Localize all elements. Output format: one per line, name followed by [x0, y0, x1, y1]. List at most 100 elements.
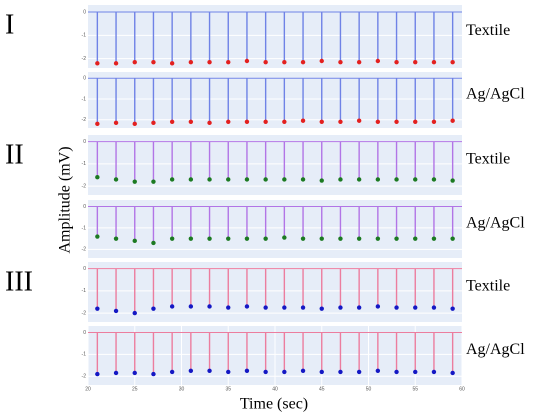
peak-marker [431, 236, 437, 241]
peak-marker [282, 369, 287, 375]
peak-marker [207, 304, 212, 309]
x-tick-label: 50 [366, 386, 372, 392]
peak-marker [375, 58, 381, 64]
peak-marker [375, 177, 381, 182]
peak-marker [413, 305, 418, 310]
peak-marker [244, 119, 250, 124]
panel-background [88, 72, 462, 128]
peak-marker [413, 59, 418, 65]
peak-marker [413, 369, 418, 375]
peak-marker [95, 371, 100, 377]
lead-label: III [5, 266, 33, 297]
x-tick-label: 25 [132, 386, 138, 392]
peak-marker [356, 59, 362, 65]
peak-marker [282, 305, 287, 310]
x-tick-label: 35 [225, 386, 231, 392]
peak-marker [300, 305, 306, 310]
peak-marker [356, 177, 362, 182]
peak-marker [151, 371, 156, 377]
peak-marker [169, 304, 175, 309]
peak-marker [338, 369, 343, 375]
peak-marker [113, 120, 119, 126]
peak-marker [95, 121, 100, 127]
panel-background [88, 135, 462, 195]
y-tick-label: 0 [83, 204, 86, 210]
y-tick-label: -2 [82, 247, 87, 253]
peak-marker [450, 236, 455, 241]
x-tick-label: 55 [412, 386, 418, 392]
peak-marker [394, 119, 399, 124]
peak-marker [319, 178, 324, 183]
peak-marker [338, 119, 343, 124]
peak-marker [226, 369, 231, 375]
peak-marker [113, 177, 119, 182]
peak-marker [244, 368, 250, 373]
peak-marker [244, 177, 250, 182]
peak-marker [300, 59, 306, 65]
peak-marker [319, 119, 324, 124]
peak-marker [151, 179, 156, 184]
peak-marker [375, 368, 381, 373]
peak-marker [338, 59, 343, 65]
peak-marker [394, 236, 399, 241]
peak-marker [319, 58, 324, 64]
peak-marker [169, 61, 175, 66]
peak-marker [226, 119, 231, 124]
peak-marker [207, 368, 212, 373]
peak-marker [431, 305, 437, 310]
panel-background [88, 262, 462, 322]
y-tick-label: -1 [82, 352, 87, 358]
peak-marker [450, 118, 455, 123]
peak-marker [450, 306, 455, 311]
peak-marker [244, 304, 250, 309]
peak-marker [207, 236, 212, 241]
electrode-label: Ag/AgCl [466, 86, 525, 103]
peak-marker [356, 118, 362, 123]
y-tick-label: 0 [83, 330, 86, 336]
peak-marker [207, 177, 212, 182]
peak-marker [394, 177, 399, 182]
peak-marker [263, 59, 268, 65]
peak-marker [413, 177, 418, 182]
y-axis-label: Amplitude (mV) [57, 146, 74, 253]
peak-marker [338, 305, 343, 310]
peak-marker [244, 236, 250, 241]
peak-marker [207, 59, 212, 65]
peak-marker [188, 236, 194, 241]
peak-marker [282, 59, 287, 65]
peak-marker [431, 177, 437, 182]
y-tick-label: -1 [82, 96, 87, 102]
y-tick-label: -2 [82, 56, 87, 62]
panel-background [88, 5, 462, 68]
peak-marker [356, 369, 362, 375]
peak-marker [95, 175, 100, 180]
peak-marker [244, 58, 250, 64]
electrode-label: Ag/AgCl [466, 215, 525, 232]
peak-marker [394, 305, 399, 310]
peak-marker [356, 305, 362, 310]
peak-marker [431, 59, 437, 65]
peak-marker [132, 179, 137, 184]
peak-marker [132, 310, 137, 316]
peak-marker [375, 236, 381, 241]
y-tick-label: 0 [83, 9, 86, 15]
peak-marker [300, 118, 306, 123]
peak-marker [300, 368, 306, 373]
peak-marker [188, 119, 194, 124]
y-tick-label: -2 [82, 310, 87, 316]
y-tick-label: -1 [82, 33, 87, 39]
y-tick-label: -1 [82, 288, 87, 294]
peak-marker [226, 236, 231, 241]
peak-marker [95, 234, 100, 239]
peak-marker [263, 369, 268, 375]
peak-marker [226, 59, 231, 65]
peak-marker [263, 305, 268, 310]
panel-background [88, 200, 462, 258]
peak-marker [169, 177, 175, 182]
x-tick-label: 40 [272, 386, 278, 392]
peak-marker [431, 119, 437, 124]
peak-marker [450, 59, 455, 65]
peak-marker [151, 240, 156, 246]
peak-marker [226, 305, 231, 310]
